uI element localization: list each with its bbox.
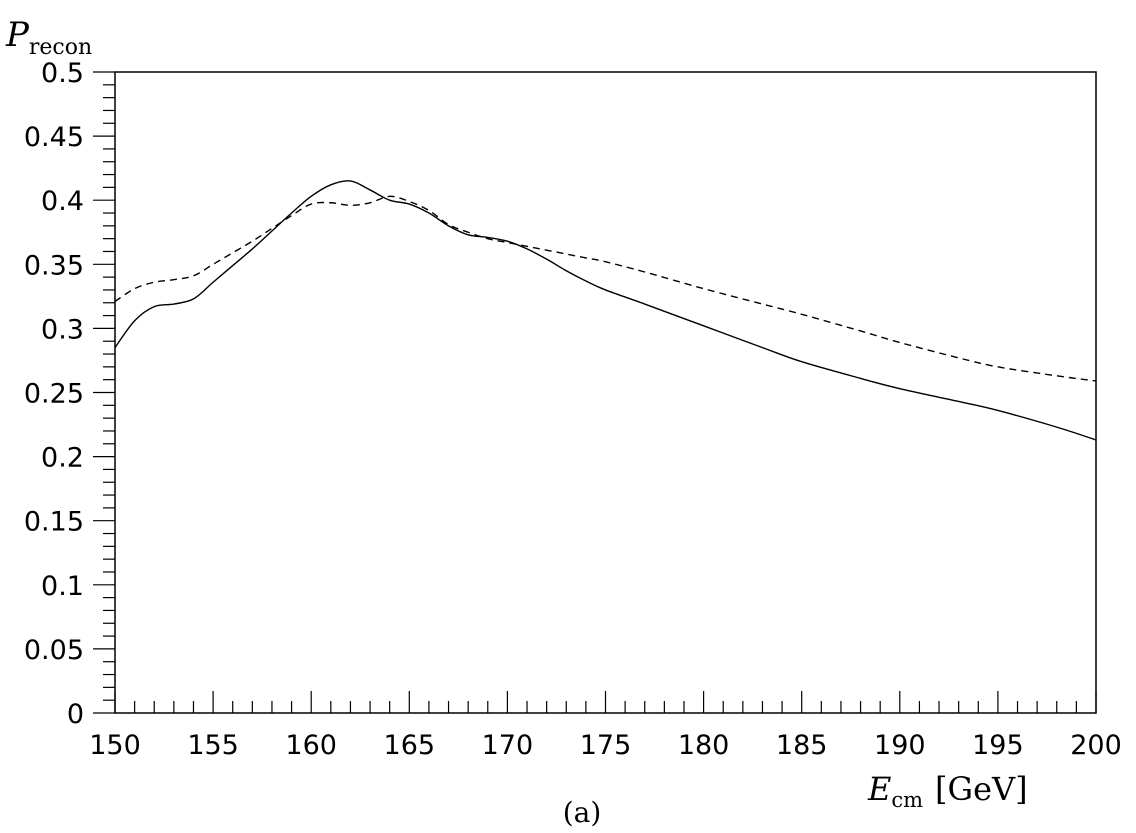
y-tick-label: 0.45 <box>24 122 84 153</box>
x-tick-label: 175 <box>580 730 632 761</box>
x-tick-label: 160 <box>285 730 337 761</box>
axis-ticks <box>93 71 1097 714</box>
plot-frame <box>114 71 1097 714</box>
x-tick-label: 155 <box>187 730 239 761</box>
solid-series-line <box>114 180 1097 441</box>
y-axis-title: Precon <box>5 15 92 60</box>
y-axis-subscript: recon <box>29 35 92 60</box>
series-group <box>114 180 1097 441</box>
x-tick-label: 170 <box>482 730 534 761</box>
y-tick-label: 0.35 <box>24 250 84 281</box>
x-tick-label: 200 <box>1070 730 1122 761</box>
y-tick-label: 0.5 <box>41 58 84 89</box>
x-axis-unit: [GeV] <box>935 770 1028 808</box>
y-tick-label: 0.4 <box>41 186 84 217</box>
x-tick-label: 165 <box>384 730 436 761</box>
tick-labels: 150 155 160 165 170 175 180 185 190 195 200 0 0.05 0.… <box>24 58 1122 761</box>
y-tick-label: 0.05 <box>24 635 84 666</box>
x-axis-title: Ecm [GeV] <box>867 770 1028 812</box>
caption: (a) <box>563 796 602 829</box>
dashed-series-line <box>114 195 1097 382</box>
x-tick-label: 185 <box>776 730 828 761</box>
x-tick-label: 150 <box>89 730 141 761</box>
x-tick-label: 190 <box>874 730 926 761</box>
y-tick-label: 0.2 <box>41 443 84 474</box>
y-tick-label: 0.15 <box>24 507 84 538</box>
x-tick-label: 195 <box>972 730 1024 761</box>
x-tick-label: 180 <box>678 730 730 761</box>
y-axis-symbol: P <box>5 15 30 55</box>
y-tick-label: 0 <box>67 699 84 730</box>
y-tick-label: 0.1 <box>41 571 84 602</box>
y-tick-label: 0.25 <box>24 379 84 410</box>
y-tick-label: 0.3 <box>41 314 84 345</box>
x-axis-symbol: E <box>867 770 891 808</box>
x-axis-subscript: cm <box>891 788 923 812</box>
